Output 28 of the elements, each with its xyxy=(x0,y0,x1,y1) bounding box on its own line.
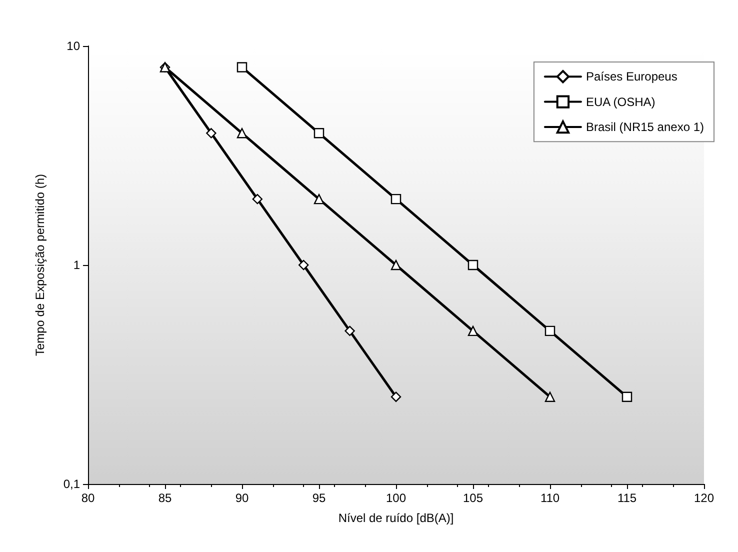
y-tick-label: 10 xyxy=(66,39,80,53)
point xyxy=(390,392,402,402)
x-tick-label: 90 xyxy=(235,491,249,505)
x-tick-label: 105 xyxy=(462,491,484,505)
x-tick-label: 100 xyxy=(386,491,406,505)
y-axis-title: Tempo de Exposição permitido (h) xyxy=(33,174,47,356)
legend-label: Brasil (NR15 anexo 1) xyxy=(586,120,704,134)
point xyxy=(544,326,556,336)
x-tick-label: 95 xyxy=(312,491,326,505)
point xyxy=(622,392,632,402)
y-tick-label: 0,1 xyxy=(63,477,80,491)
point xyxy=(236,128,248,138)
point xyxy=(236,62,248,72)
x-tick-label: 115 xyxy=(617,491,637,505)
y-tick-label: 1 xyxy=(73,258,80,272)
x-tick-label: 80 xyxy=(81,491,95,505)
x-tick-label: 110 xyxy=(540,491,560,505)
legend-label: EUA (OSHA) xyxy=(586,94,656,109)
point xyxy=(544,392,556,402)
point xyxy=(390,260,402,270)
point xyxy=(468,260,478,270)
x-axis-title: Nível de ruído [dB(A)] xyxy=(338,511,454,525)
x-tick-label: 85 xyxy=(158,491,172,505)
point xyxy=(390,194,402,204)
x-tick-label: 120 xyxy=(694,491,714,505)
point xyxy=(314,128,324,138)
legend-label: Países Europeus xyxy=(586,70,678,84)
point xyxy=(314,194,324,204)
